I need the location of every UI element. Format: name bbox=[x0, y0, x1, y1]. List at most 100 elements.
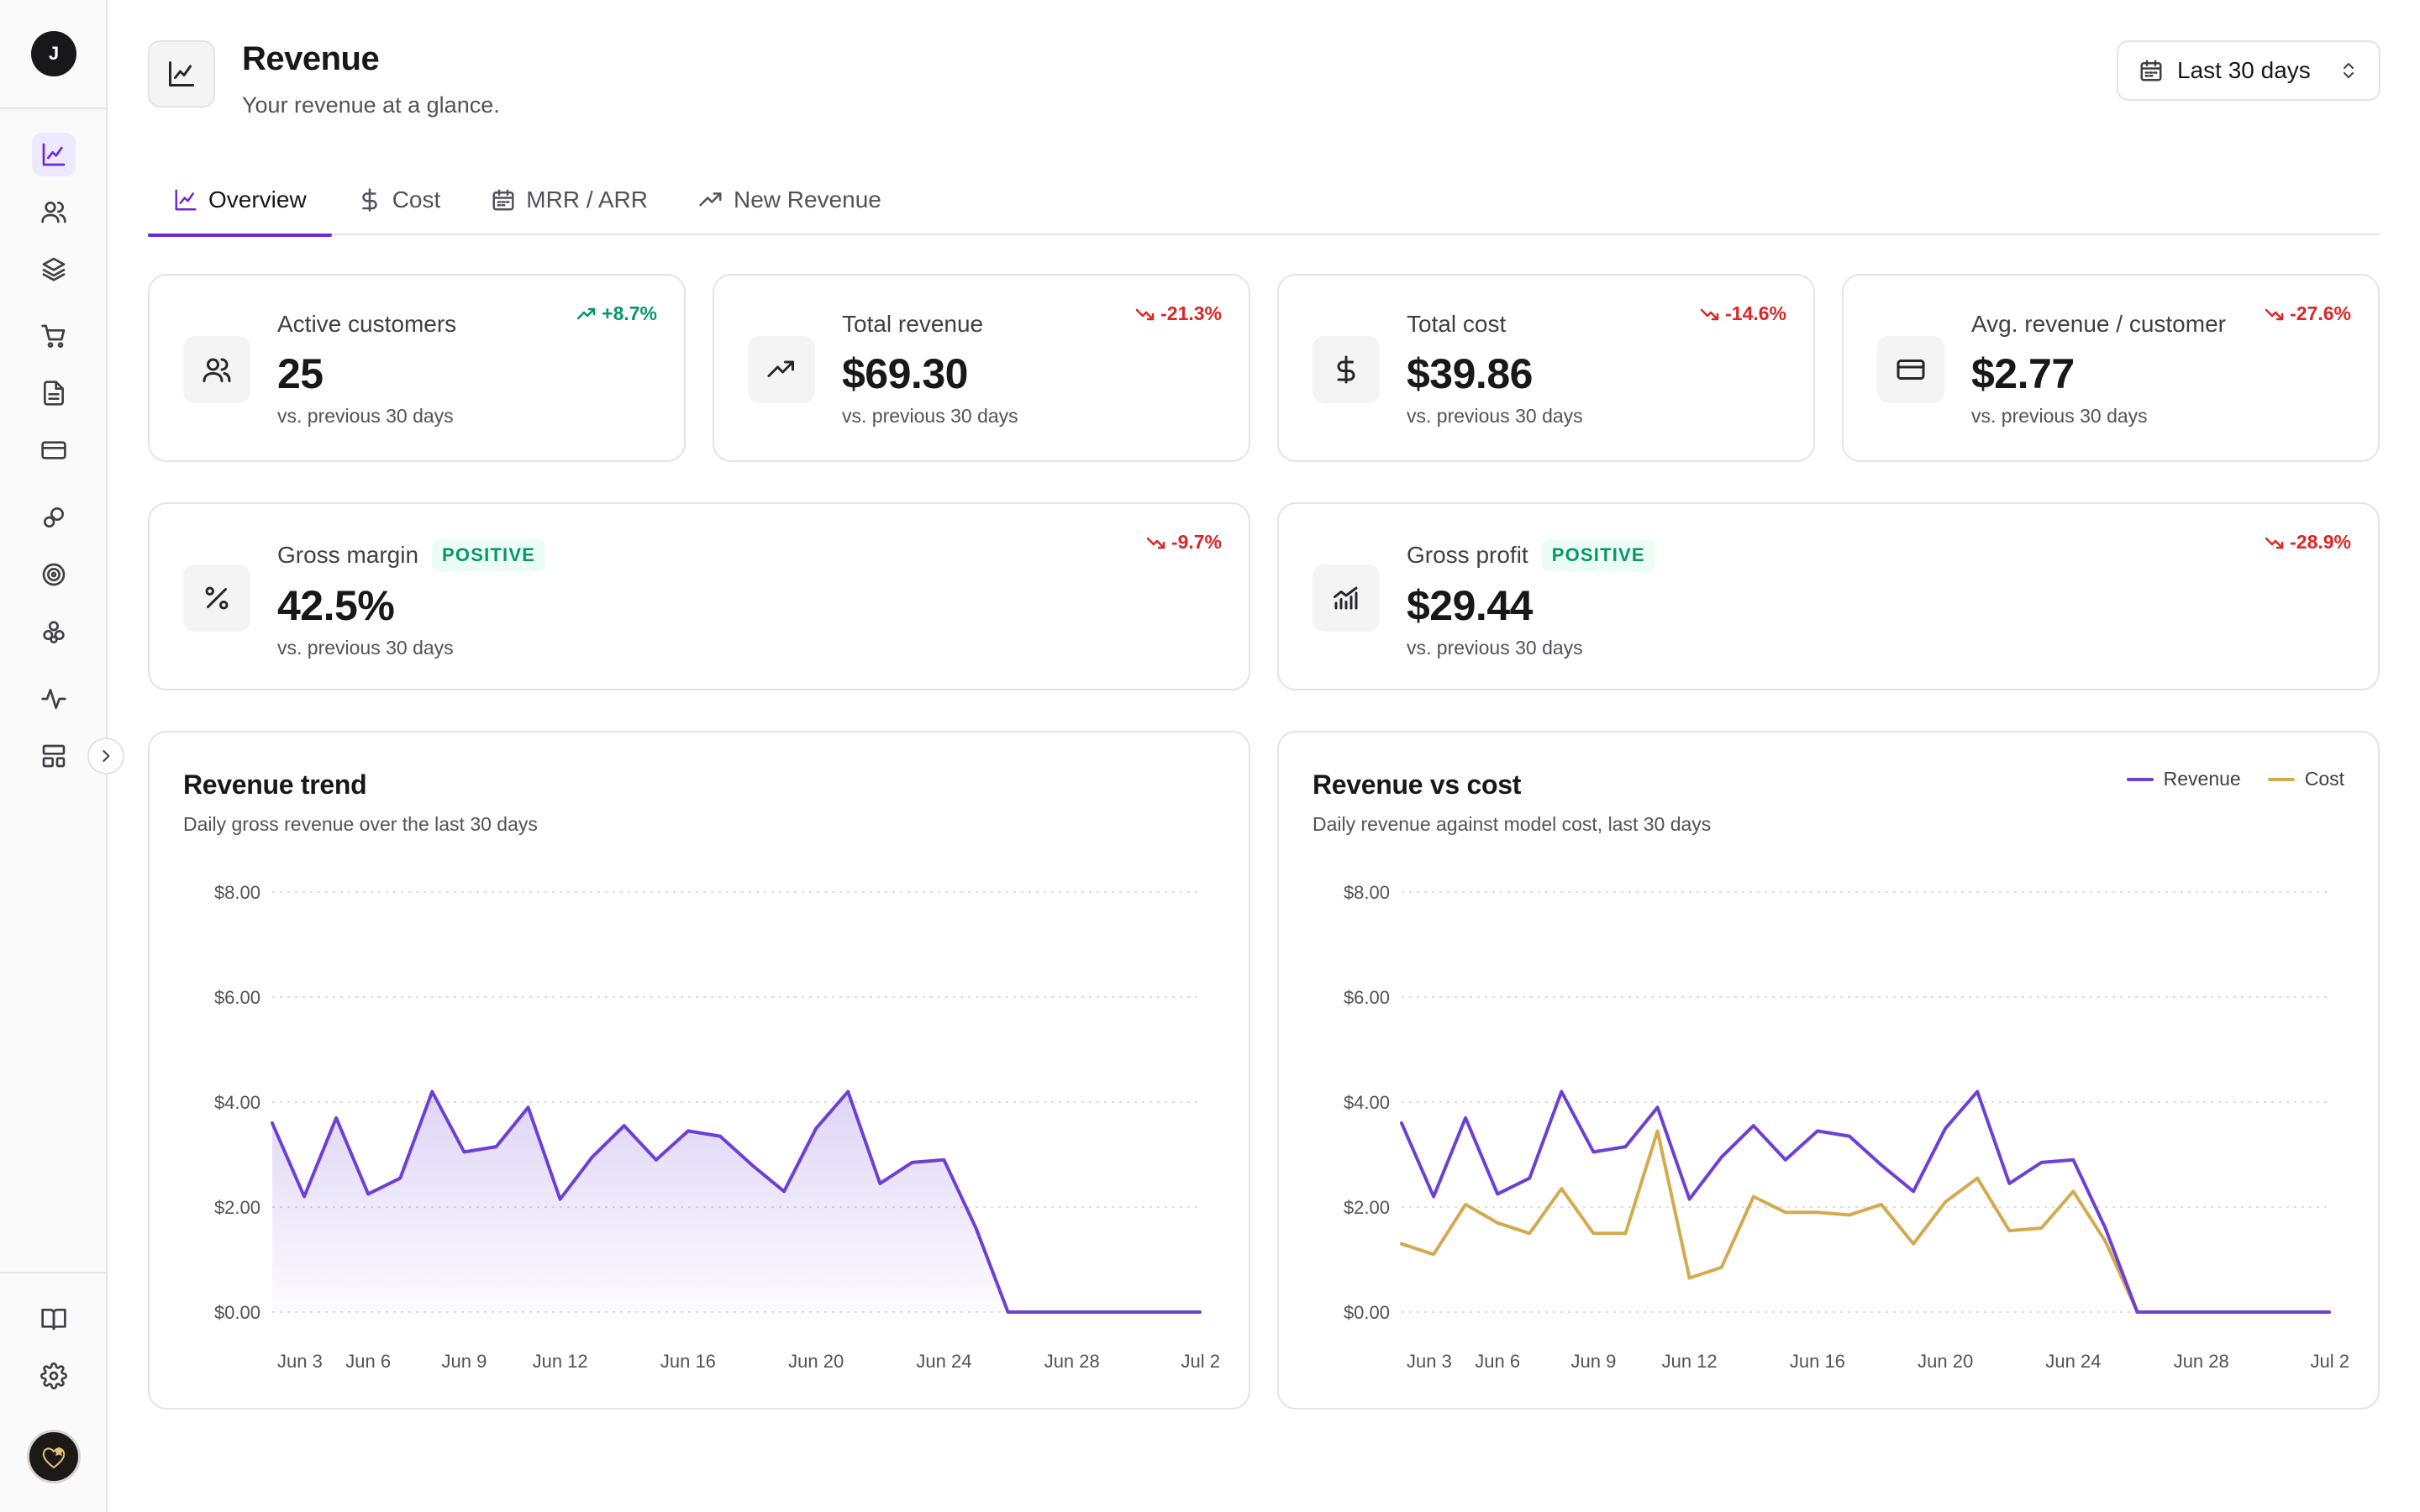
stat-delta: -14.6% bbox=[1700, 302, 1786, 325]
layers-icon bbox=[42, 257, 66, 281]
trend-down-icon bbox=[1146, 537, 1165, 549]
chart-plot: $8.00 $6.00 $4.00 $2.00 $0.00 Jun 3 Jun 6 Jun 9… bbox=[1344, 882, 2349, 1372]
y-tick-label: $4.00 bbox=[1344, 1092, 1390, 1113]
x-tick-label: Jun 6 bbox=[1475, 1351, 1520, 1372]
sidebar-divider bbox=[0, 108, 106, 109]
sidebar-item-products[interactable] bbox=[32, 247, 76, 291]
tab-bar: Overview Cost MRR / ARR New Revenue bbox=[148, 165, 2380, 237]
credit-card-icon bbox=[1897, 360, 1925, 380]
stat-icon bbox=[748, 336, 815, 403]
legend-item-revenue[interactable]: Revenue bbox=[2126, 768, 2241, 790]
x-tick-label: Jul 2 bbox=[1181, 1351, 1220, 1372]
sidebar-item-components[interactable] bbox=[32, 610, 76, 654]
analytics-icon bbox=[42, 143, 66, 166]
stat-note: vs. previous 30 days bbox=[1407, 637, 1583, 659]
area-fill bbox=[272, 1091, 1200, 1312]
sidebar-item-layout[interactable] bbox=[32, 734, 76, 778]
stat-label: Avg. revenue / customer bbox=[1971, 311, 2226, 337]
y-tick-label: $6.00 bbox=[1344, 987, 1390, 1008]
users-icon bbox=[203, 358, 231, 382]
tab-label: MRR / ARR bbox=[526, 186, 648, 213]
revenue-trend-chart: Revenue trend Daily gross revenue over t… bbox=[148, 731, 1250, 1410]
stat-card-active-customers: Active customers 25 vs. previous 30 days… bbox=[148, 274, 686, 462]
page-title: Revenue bbox=[242, 40, 380, 77]
sidebar-item-docs[interactable] bbox=[32, 1297, 76, 1341]
chart-plot: $8.00 $6.00 $4.00 $2.00 $0.00 Jun 3 Jun 6 Jun 9… bbox=[214, 882, 1220, 1372]
page-subtitle: Your revenue at a glance. bbox=[242, 92, 500, 118]
stat-icon bbox=[1877, 336, 1944, 403]
x-tick-label: Jun 24 bbox=[916, 1351, 971, 1372]
status-badge: POSITIVE bbox=[432, 539, 546, 571]
stat-value: $69.30 bbox=[842, 350, 968, 397]
y-tick-label: $2.00 bbox=[1344, 1197, 1390, 1218]
stat-label: Gross profit POSITIVE bbox=[1407, 539, 1655, 571]
chevron-right-icon bbox=[103, 750, 110, 762]
sidebar-item-settings[interactable] bbox=[32, 1354, 76, 1398]
x-tick-label: Jun 3 bbox=[1407, 1351, 1452, 1372]
y-tick-label: $4.00 bbox=[214, 1092, 260, 1113]
stat-card-total-revenue: Total revenue $69.30 vs. previous 30 day… bbox=[713, 274, 1250, 462]
sidebar-item-activity[interactable] bbox=[32, 677, 76, 721]
stat-value: $29.44 bbox=[1407, 582, 1533, 629]
legend-item-cost[interactable]: Cost bbox=[2267, 768, 2344, 790]
chart-title: Revenue vs cost bbox=[1313, 769, 1522, 800]
x-tick-label: Jul 2 bbox=[2311, 1351, 2349, 1372]
revenue-series-line[interactable] bbox=[1400, 1089, 2331, 1314]
document-icon bbox=[44, 381, 64, 406]
sidebar-divider bbox=[0, 1272, 106, 1273]
stat-delta: +8.7% bbox=[576, 302, 657, 325]
x-tick-label: Jun 9 bbox=[441, 1351, 487, 1372]
link-icon bbox=[44, 507, 64, 528]
heart-logo-icon bbox=[42, 1446, 66, 1469]
calendar-icon bbox=[2140, 60, 2162, 81]
stat-delta: -9.7% bbox=[1146, 531, 1222, 554]
x-tick-label: Jun 28 bbox=[1044, 1351, 1100, 1372]
stat-note: vs. previous 30 days bbox=[277, 637, 454, 659]
stat-label: Total cost bbox=[1407, 311, 1507, 337]
revenue-vs-cost-chart: Revenue vs cost Daily revenue against mo… bbox=[1277, 731, 2380, 1410]
revenue-series-line[interactable] bbox=[271, 1089, 1202, 1314]
tab-overview[interactable]: Overview bbox=[148, 165, 332, 237]
sidebar-item-customers[interactable] bbox=[32, 190, 76, 234]
trend-down-icon bbox=[1135, 308, 1155, 320]
stat-label: Active customers bbox=[277, 311, 457, 337]
stat-value: $2.77 bbox=[1971, 350, 2075, 397]
y-tick-label: $0.00 bbox=[1344, 1302, 1390, 1323]
sidebar-item-integrations[interactable] bbox=[32, 496, 76, 539]
chevron-up-down-icon bbox=[2344, 63, 2354, 78]
tab-mrr-arr[interactable]: MRR / ARR bbox=[466, 165, 673, 235]
trending-up-icon bbox=[699, 192, 722, 207]
sidebar-item-orders[interactable] bbox=[32, 314, 76, 358]
sidebar-expand-button[interactable] bbox=[87, 738, 124, 774]
stat-card-avg-revenue: Avg. revenue / customer $2.77 vs. previo… bbox=[1842, 274, 2380, 462]
tab-new-revenue[interactable]: New Revenue bbox=[673, 165, 907, 235]
tab-cost[interactable]: Cost bbox=[332, 165, 466, 235]
date-range-select[interactable]: Last 30 days bbox=[2117, 40, 2381, 101]
tab-label: New Revenue bbox=[733, 186, 881, 213]
stat-label: Total revenue bbox=[842, 311, 984, 337]
chart-legend: Revenue Cost bbox=[2126, 768, 2344, 790]
y-tick-label: $2.00 bbox=[214, 1197, 260, 1218]
components-icon bbox=[43, 621, 65, 643]
activity-icon bbox=[41, 689, 66, 709]
cart-icon bbox=[41, 324, 66, 348]
sidebar-item-invoices[interactable] bbox=[32, 371, 76, 415]
chart-subtitle: Daily gross revenue over the last 30 day… bbox=[183, 813, 538, 835]
customers-icon bbox=[41, 202, 66, 223]
x-tick-label: Jun 6 bbox=[345, 1351, 391, 1372]
stat-icon bbox=[183, 564, 250, 632]
legend-swatch bbox=[2267, 777, 2295, 781]
trend-up-icon bbox=[576, 307, 596, 319]
x-tick-label: Jun 28 bbox=[2174, 1351, 2229, 1372]
stat-note: vs. previous 30 days bbox=[842, 405, 1018, 427]
sidebar-item-goals[interactable] bbox=[32, 553, 76, 596]
stat-icon bbox=[183, 336, 250, 403]
cost-series-line[interactable] bbox=[1400, 1129, 2331, 1314]
sidebar-item-revenue[interactable] bbox=[32, 133, 76, 176]
stat-delta: -27.6% bbox=[2265, 302, 2351, 325]
user-avatar[interactable] bbox=[27, 1430, 81, 1483]
sidebar-item-billing[interactable] bbox=[32, 428, 76, 472]
status-badge: POSITIVE bbox=[1541, 539, 1655, 571]
workspace-avatar[interactable]: J bbox=[31, 31, 76, 76]
x-tick-label: Jun 24 bbox=[2045, 1351, 2101, 1372]
